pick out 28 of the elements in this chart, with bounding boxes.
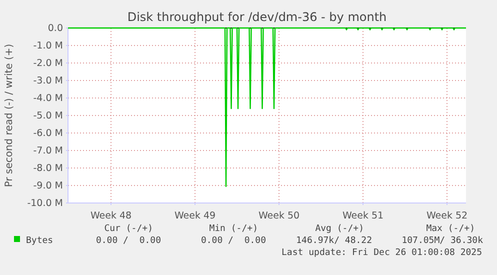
text: 0.00 / 0.00 xyxy=(96,236,161,246)
text: Min (-/+) xyxy=(209,224,258,234)
text: Max (-/+) xyxy=(426,224,475,234)
x-tick-label: Week 48 xyxy=(90,210,132,222)
y-tick-label: -2.0 M xyxy=(33,58,63,70)
legend-label: Bytes xyxy=(26,236,54,246)
y-tick-label: -7.0 M xyxy=(33,146,63,157)
x-tick-label: Week 52 xyxy=(426,210,468,222)
y-tick-label: -9.0 M xyxy=(33,180,63,192)
y-axis-title: Pr second read (-) / write (+) xyxy=(4,44,15,188)
text: Cur (-/+) xyxy=(104,224,153,234)
y-tick-label: -10.0 M xyxy=(27,198,63,210)
text: 146.97k/ 48.22 xyxy=(296,236,372,246)
text: 0.00 / 0.00 xyxy=(200,236,266,246)
y-tick-label: -5.0 M xyxy=(33,110,63,122)
y-tick-label: 0.0 xyxy=(48,23,63,34)
y-tick-label: -4.0 M xyxy=(33,93,63,104)
y-tick-label: -3.0 M xyxy=(33,76,63,87)
text: 107.05M/ 36.30k xyxy=(402,236,484,246)
text: Last update: Fri Dec 26 01:00:08 2025 xyxy=(282,248,482,258)
x-tick-label: Week 49 xyxy=(174,210,216,222)
y-tick-label: -1.0 M xyxy=(33,40,63,52)
x-tick-label: Week 51 xyxy=(342,210,384,222)
chart-title: Disk throughput for /dev/dm-36 - by month xyxy=(127,10,387,24)
y-tick-label: -6.0 M xyxy=(33,128,63,140)
x-tick-label: Week 50 xyxy=(258,210,300,222)
y-tick-label: -8.0 M xyxy=(33,163,63,174)
text: Avg (-/+) xyxy=(315,224,364,234)
